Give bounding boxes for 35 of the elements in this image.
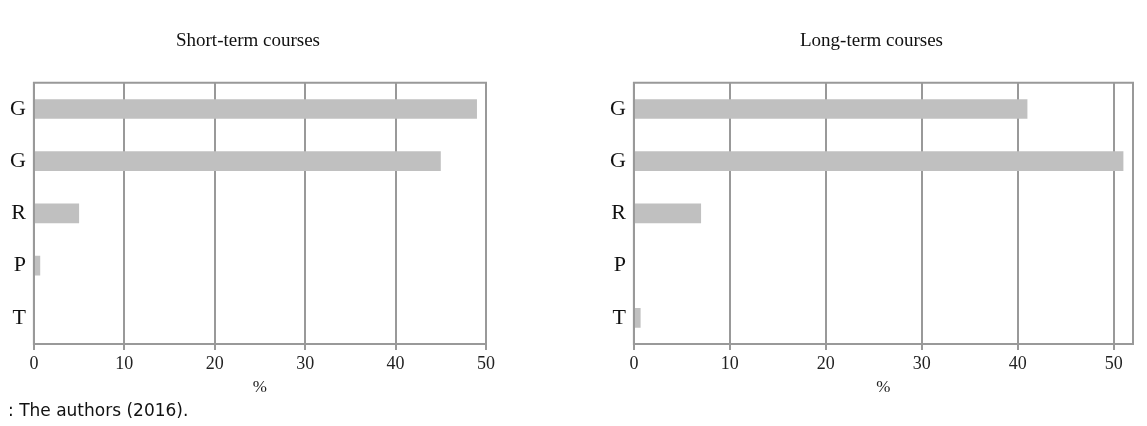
x-tick-label: 50 [1104, 352, 1123, 373]
x-tick-label: 50 [477, 352, 495, 373]
y-tick-label: G [610, 94, 626, 120]
x-axis-title: % [252, 377, 268, 397]
x-axis-title: % [876, 377, 891, 397]
bar [34, 151, 441, 171]
y-tick-label: P [613, 251, 626, 277]
y-tick-label: G [610, 146, 626, 172]
bar [34, 255, 41, 276]
x-tick-label: 10 [720, 352, 739, 373]
bar [634, 308, 641, 328]
y-tick-label: G [10, 94, 26, 120]
bar [634, 203, 702, 224]
x-tick-label: 20 [205, 352, 224, 373]
y-tick-label: T [612, 303, 627, 329]
chart-title: Long-term courses [800, 29, 943, 51]
x-tick-label: 40 [1008, 352, 1027, 373]
bar [34, 203, 80, 224]
x-tick-label: 10 [115, 352, 134, 373]
y-tick-label: P [13, 251, 26, 277]
bar [634, 151, 1124, 171]
chart-title: Short-term courses [175, 29, 321, 51]
x-tick-label: 0 [29, 352, 39, 373]
x-tick-label: 20 [816, 352, 835, 373]
text: : The authors (2016). [8, 400, 189, 420]
y-tick-label: R [611, 199, 627, 225]
x-tick-label: 40 [386, 352, 405, 373]
bar [34, 99, 477, 119]
x-tick-label: 0 [629, 352, 639, 373]
x-tick-label: 30 [296, 352, 315, 373]
y-tick-label: G [10, 146, 26, 172]
bar [634, 99, 1028, 119]
y-tick-label: R [11, 199, 27, 225]
x-tick-label: 30 [912, 352, 931, 373]
y-tick-label: T [12, 303, 27, 329]
